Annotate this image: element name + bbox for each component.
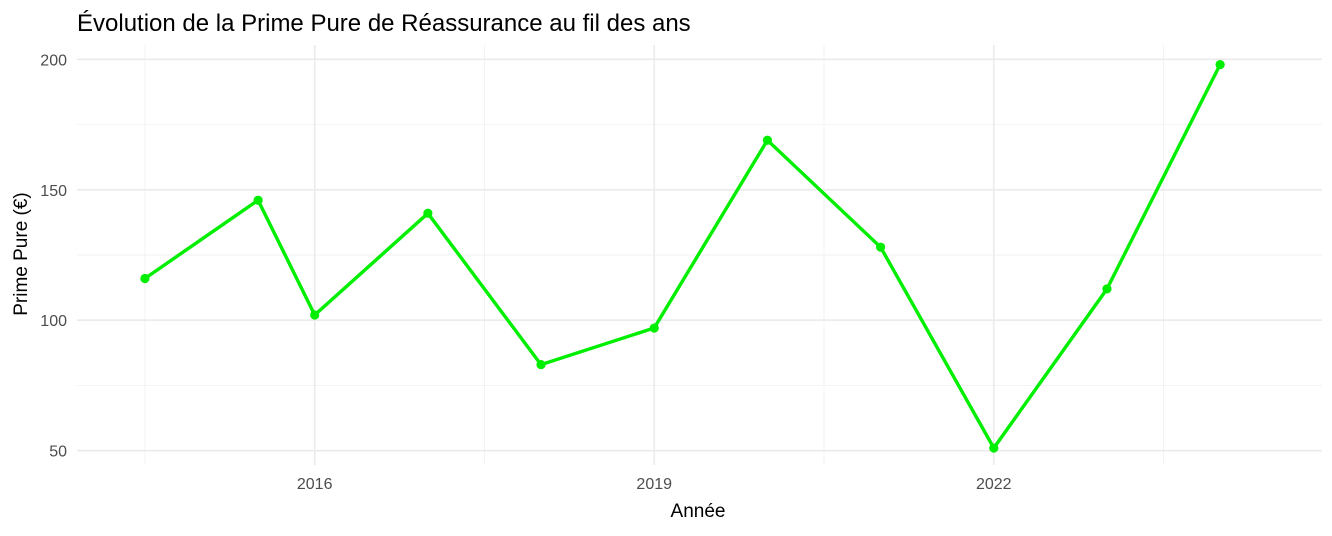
- x-tick-label: 2016: [297, 476, 333, 493]
- data-point: [649, 323, 659, 333]
- data-point: [140, 273, 150, 284]
- x-tick-labels: 2016 2019 2022: [297, 476, 1012, 493]
- y-tick-labels: 50 100 150 200: [40, 52, 67, 460]
- data-point: [310, 310, 320, 320]
- data-point: [253, 195, 263, 205]
- data-point: [762, 135, 773, 145]
- y-tick-label: 200: [40, 52, 67, 69]
- data-point: [989, 443, 999, 453]
- data-point: [1215, 59, 1225, 70]
- x-tick-label: 2019: [636, 476, 672, 493]
- point-layer: [140, 59, 1225, 453]
- chart-title: Évolution de la Prime Pure de Réassuranc…: [77, 10, 691, 37]
- data-point: [1102, 284, 1112, 294]
- x-tick-label: 2022: [976, 476, 1012, 493]
- series-layer: [143, 62, 1222, 450]
- y-axis-title: Prime Pure (€): [11, 192, 32, 316]
- y-tick-label: 50: [49, 444, 67, 461]
- y-tick-label: 100: [40, 313, 67, 330]
- y-tick-label: 150: [40, 183, 67, 200]
- data-point: [423, 208, 433, 218]
- data-point: [536, 359, 546, 370]
- series-line: [143, 62, 1222, 450]
- x-axis-title: Année: [671, 501, 726, 522]
- data-point: [875, 242, 886, 252]
